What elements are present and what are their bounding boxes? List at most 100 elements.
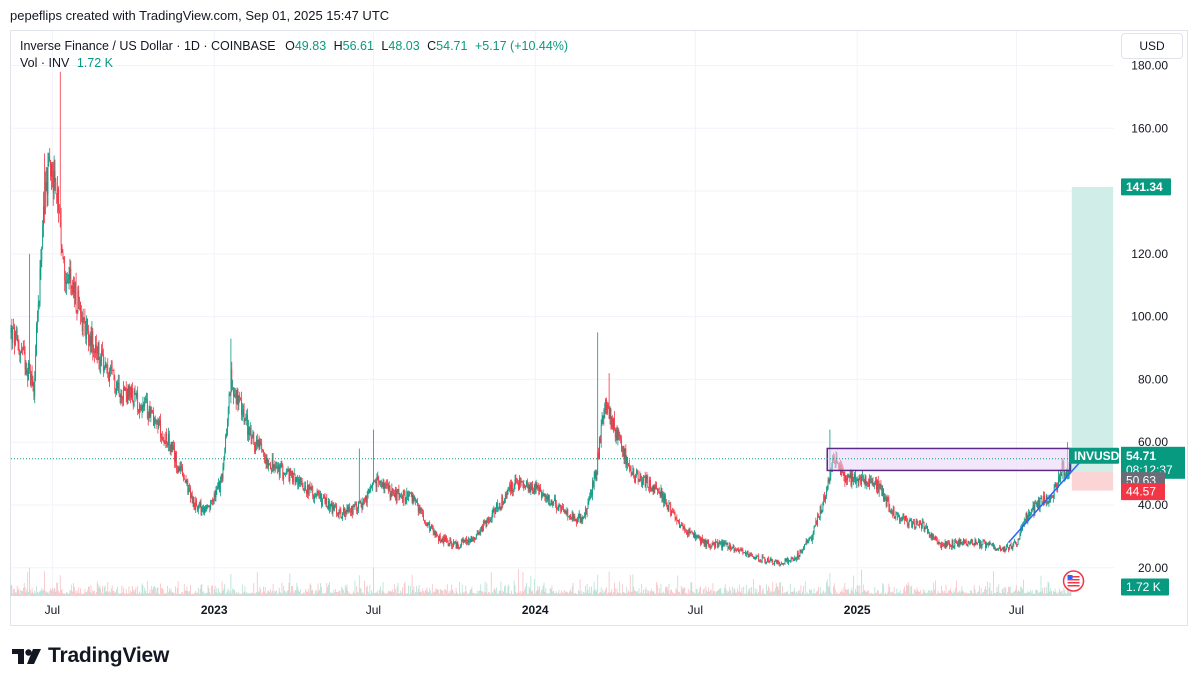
candle-body (560, 504, 562, 512)
volume-bar (1016, 592, 1018, 596)
volume-bar (83, 593, 85, 596)
volume-bar (146, 581, 148, 596)
candle-body (445, 536, 447, 541)
candle-body (754, 557, 756, 559)
volume-bar (380, 593, 382, 596)
candle-body (1015, 543, 1017, 545)
volume-bar (719, 588, 721, 596)
volume-bar (816, 591, 818, 596)
volume-bar (868, 590, 869, 596)
volume-bar (422, 588, 424, 596)
volume-label[interactable]: Vol · INV (20, 56, 70, 70)
volume-bar (270, 592, 272, 596)
candle-body (14, 327, 15, 345)
candle-body (693, 533, 694, 538)
candle-body (647, 479, 649, 488)
symbol-title[interactable]: Inverse Finance / US Dollar · 1D · COINB… (20, 39, 276, 53)
candle-body (265, 460, 267, 465)
volume-bar (161, 588, 162, 596)
candle-body (307, 485, 309, 495)
candle-body (179, 466, 181, 471)
candle-body (329, 501, 330, 510)
volume-bar (997, 592, 999, 596)
candle-body (479, 532, 481, 534)
volume-bar (677, 575, 679, 596)
volume-bar (1041, 591, 1043, 596)
volume-bar (629, 574, 631, 596)
volume-bar (590, 592, 592, 596)
currency-button[interactable]: USD (1121, 33, 1183, 59)
volume-bar (139, 593, 141, 596)
candle-body (442, 538, 444, 544)
candle-body (875, 480, 877, 484)
volume-bar (863, 590, 865, 596)
volume-bar (1043, 592, 1045, 596)
volume-bar (256, 571, 258, 596)
candle-body (511, 482, 512, 492)
volume-bar (713, 591, 715, 596)
candle-body (862, 475, 863, 477)
candle-body (570, 515, 571, 519)
volume-bar (670, 590, 672, 596)
volume-badge: 1.72 K (1126, 580, 1161, 594)
candle-body (757, 555, 759, 557)
volume-bar (964, 592, 965, 596)
volume-bar (601, 592, 603, 596)
volume-bar (349, 592, 351, 596)
volume-bar (142, 585, 144, 596)
volume-bar (350, 593, 352, 596)
candle-body (627, 457, 628, 464)
volume-bar (564, 592, 566, 596)
volume-bar (1064, 590, 1066, 596)
candle-body (687, 532, 688, 535)
volume-bar (53, 587, 55, 596)
volume-bar (886, 593, 888, 596)
candle-body (564, 510, 566, 512)
volume-bar (424, 590, 426, 596)
candle-body (514, 479, 516, 485)
volume-bar (58, 592, 60, 596)
volume-bar (604, 591, 606, 596)
volume-bar (95, 592, 97, 596)
volume-bar (960, 591, 962, 596)
volume-bar (382, 582, 384, 596)
volume-bar (60, 589, 62, 596)
volume-bar (387, 592, 388, 596)
trend-line (1007, 447, 1093, 544)
volume-bar (1034, 593, 1036, 596)
x-tick-label: 2024 (522, 603, 549, 617)
volume-bar (742, 593, 744, 596)
volume-bar (1048, 582, 1050, 596)
volume-bar (44, 571, 45, 596)
candle-body (108, 373, 110, 381)
volume-bar (789, 593, 790, 596)
candle-body (229, 394, 231, 395)
volume-bar (242, 592, 244, 596)
volume-bar (123, 587, 124, 596)
volume-bar (763, 593, 765, 596)
volume-bar (178, 593, 180, 596)
volume-bar (499, 590, 501, 596)
candle-body (639, 473, 641, 481)
candle-body (163, 440, 165, 443)
volume-bar (436, 589, 438, 596)
candle-body (336, 505, 337, 514)
volume-bar (949, 590, 950, 596)
volume-bar (1053, 592, 1055, 596)
candle-body (290, 469, 292, 475)
volume-bar (209, 592, 211, 596)
volume-bar (103, 587, 105, 596)
candle-body (918, 524, 920, 526)
volume-bar (715, 592, 716, 596)
candle-body (1023, 520, 1025, 526)
candle-body (650, 490, 652, 492)
volume-bar (976, 593, 978, 596)
candle-body (1032, 505, 1034, 509)
volume-bar (689, 590, 691, 596)
candle-body (1031, 508, 1033, 513)
candle-body (819, 506, 821, 517)
volume-bar (300, 593, 302, 596)
candle-body (948, 542, 950, 543)
volume-bar (19, 593, 21, 596)
